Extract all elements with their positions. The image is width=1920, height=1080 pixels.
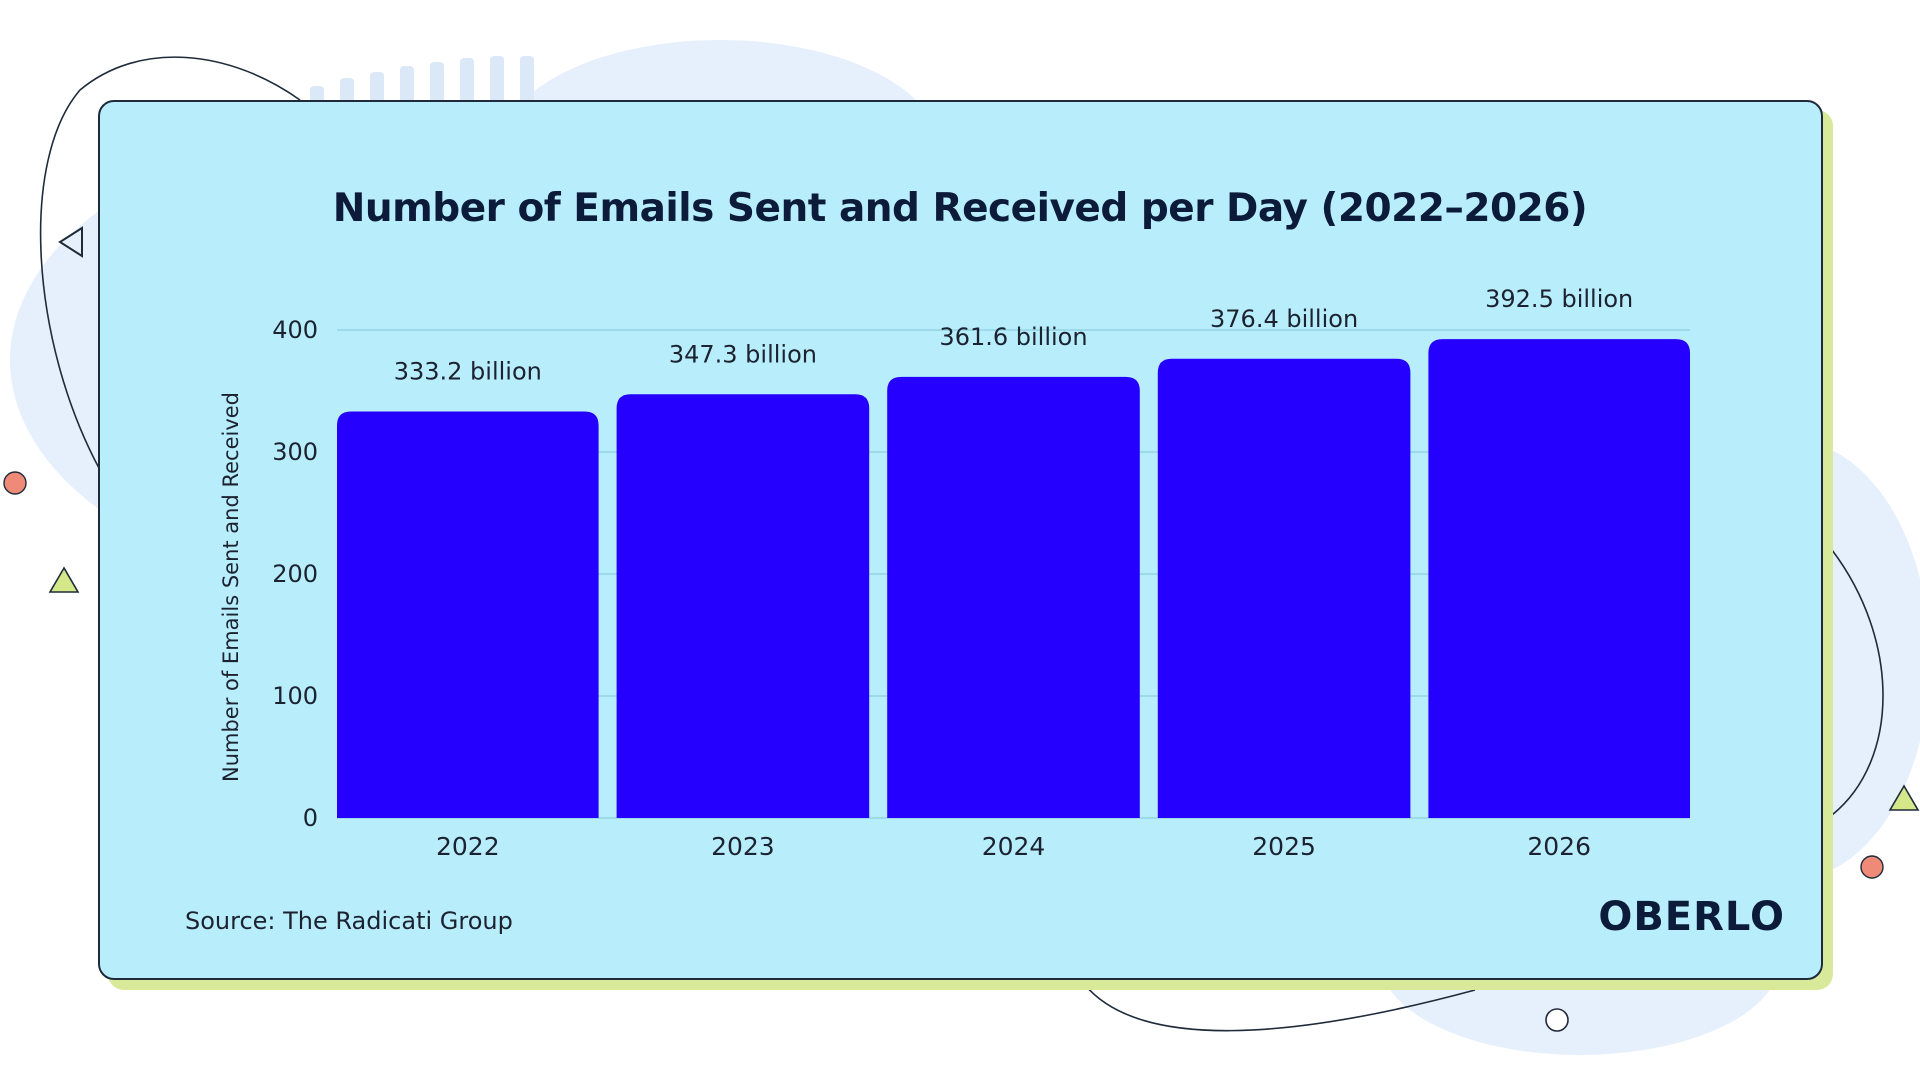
bar-value-label: 333.2 billion	[394, 357, 542, 385]
y-tick-label: 300	[272, 438, 318, 466]
bar-2023	[616, 394, 870, 818]
bar-value-label: 347.3 billion	[669, 340, 817, 368]
triangle-outline-icon	[58, 226, 83, 258]
decor-curve-left	[39, 56, 301, 471]
x-tick-label: 2024	[982, 832, 1046, 861]
decor-curve-right	[1831, 549, 1884, 816]
y-tick-label: 100	[272, 682, 318, 710]
bar-value-labels: 333.2 billion 347.3 billion 361.6 billion 3…	[394, 285, 1634, 385]
green-triangle-icon	[48, 566, 80, 593]
bars	[337, 339, 1690, 818]
bar-2026	[1428, 339, 1690, 818]
coral-dot-right-icon	[1860, 855, 1884, 879]
green-triangle-right-icon	[1888, 784, 1920, 811]
decor-curve-bottom	[1084, 984, 1476, 1032]
coral-dot-icon	[3, 471, 27, 495]
y-tick-label: 200	[272, 560, 318, 588]
x-axis-ticks: 2022 2023 2024 2025 2026	[436, 832, 1591, 861]
x-tick-label: 2026	[1527, 832, 1591, 861]
y-axis-ticks: 0 100 200 300 400	[272, 316, 318, 832]
x-tick-label: 2025	[1252, 832, 1316, 861]
bar-value-label: 361.6 billion	[939, 323, 1087, 351]
y-tick-label: 0	[303, 804, 318, 832]
oberlo-logo: OBERLO	[1598, 894, 1785, 940]
chart-title: Number of Emails Sent and Received per D…	[332, 186, 1588, 231]
x-tick-label: 2022	[436, 832, 500, 861]
source-note: Source: The Radicati Group	[185, 907, 513, 935]
y-axis-label: Number of Emails Sent and Received	[219, 392, 243, 782]
bar-2025	[1157, 358, 1411, 818]
bar-value-label: 376.4 billion	[1210, 305, 1358, 333]
bar-2022	[337, 411, 599, 818]
bar-value-label: 392.5 billion	[1485, 285, 1633, 313]
x-tick-label: 2023	[711, 832, 775, 861]
decor-stripes	[310, 56, 534, 106]
white-circle-icon	[1545, 1008, 1569, 1032]
bar-2024	[887, 376, 1140, 818]
y-tick-label: 400	[272, 316, 318, 344]
